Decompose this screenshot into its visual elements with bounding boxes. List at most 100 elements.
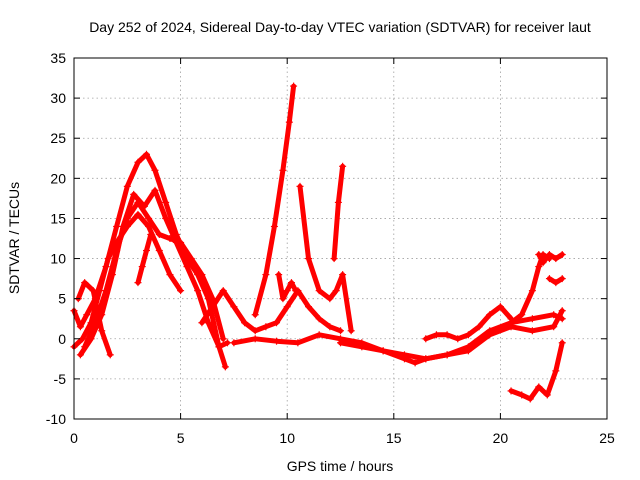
axis-ticks: -10 -5 0 5 10 15 20 25 30 35 0 5 10 15 20 25 — [46, 50, 615, 446]
series-line — [508, 252, 552, 326]
data-point — [177, 287, 185, 295]
series-track-3 — [81, 198, 227, 351]
data-point — [558, 315, 566, 323]
series-track-10 — [296, 182, 355, 335]
series-track-8 — [251, 82, 298, 319]
data-point — [145, 222, 153, 230]
y-tick-label: 0 — [58, 331, 66, 347]
y-tick-label: 15 — [50, 210, 66, 226]
data-point — [123, 182, 131, 190]
data-point — [305, 303, 313, 311]
data-point — [279, 166, 287, 174]
data-point — [315, 287, 323, 295]
data-point — [275, 271, 283, 279]
data-point — [134, 158, 142, 166]
series-track-4 — [70, 210, 185, 351]
data-point — [198, 319, 206, 327]
data-point — [296, 182, 304, 190]
data-point — [113, 239, 121, 247]
data-point — [464, 343, 472, 351]
data-point — [89, 287, 97, 295]
data-point — [145, 214, 153, 222]
data-point — [552, 367, 560, 375]
data-point — [262, 271, 270, 279]
y-tick-label: 20 — [50, 170, 66, 186]
data-series — [70, 82, 566, 403]
data-point — [79, 335, 87, 343]
chart-title: Day 252 of 2024, Sidereal Day-to-day VTE… — [89, 19, 591, 35]
y-tick-label: 25 — [50, 130, 66, 146]
data-point — [134, 210, 142, 218]
data-point — [422, 335, 430, 343]
data-point — [76, 351, 84, 359]
data-point — [102, 287, 110, 295]
data-point — [539, 259, 547, 267]
data-point — [290, 82, 298, 90]
data-point — [535, 263, 543, 271]
data-point — [535, 383, 543, 391]
y-tick-label: 30 — [50, 90, 66, 106]
series-line — [252, 83, 297, 318]
data-point — [187, 255, 195, 263]
x-tick-label: 20 — [493, 430, 509, 446]
data-point — [326, 323, 334, 331]
data-point — [326, 295, 334, 303]
data-point — [294, 339, 302, 347]
y-tick-label: -5 — [54, 371, 67, 387]
data-point — [279, 295, 287, 303]
data-point — [400, 355, 408, 363]
data-point — [315, 331, 323, 339]
data-point — [334, 198, 342, 206]
series-track-16 — [535, 251, 566, 267]
data-point — [96, 287, 104, 295]
data-point — [528, 315, 536, 323]
data-point — [219, 335, 227, 343]
data-point — [496, 303, 504, 311]
series-track-15 — [507, 251, 553, 327]
data-point — [98, 327, 106, 335]
data-point — [550, 323, 558, 331]
data-point — [106, 351, 114, 359]
data-point — [558, 275, 566, 283]
data-point — [162, 198, 170, 206]
data-point — [224, 339, 232, 347]
data-point — [337, 327, 344, 335]
data-point — [76, 323, 84, 331]
data-point — [221, 363, 229, 371]
series-track-14 — [422, 303, 515, 343]
data-point — [558, 339, 566, 347]
data-point — [230, 303, 238, 311]
y-tick-label: -10 — [46, 411, 66, 427]
data-point — [486, 311, 494, 319]
x-tick-label: 15 — [386, 430, 402, 446]
data-point — [443, 351, 451, 359]
x-tick-label: 5 — [177, 430, 185, 446]
data-point — [130, 190, 138, 198]
data-point — [81, 279, 89, 287]
series-track-17 — [545, 275, 566, 287]
x-axis-label: GPS time / hours — [287, 458, 394, 474]
data-point — [134, 279, 142, 287]
data-point — [552, 255, 560, 263]
series-line — [331, 163, 346, 262]
data-point — [475, 323, 483, 331]
data-point — [285, 118, 293, 126]
data-point — [147, 230, 155, 238]
data-point — [486, 327, 494, 335]
y-tick-label: 10 — [50, 251, 66, 267]
data-point — [177, 239, 185, 247]
data-point — [194, 287, 202, 295]
data-point — [507, 387, 515, 395]
data-point — [251, 327, 259, 335]
series-track-6 — [134, 230, 155, 287]
series-track-2 — [76, 186, 232, 359]
x-tick-label: 0 — [70, 430, 78, 446]
plot-frame — [73, 57, 608, 420]
data-point — [283, 287, 291, 295]
data-point — [155, 230, 163, 238]
data-point — [528, 287, 536, 295]
data-point — [162, 214, 170, 222]
data-point — [558, 307, 566, 315]
data-point — [411, 359, 419, 367]
data-point — [518, 391, 526, 399]
